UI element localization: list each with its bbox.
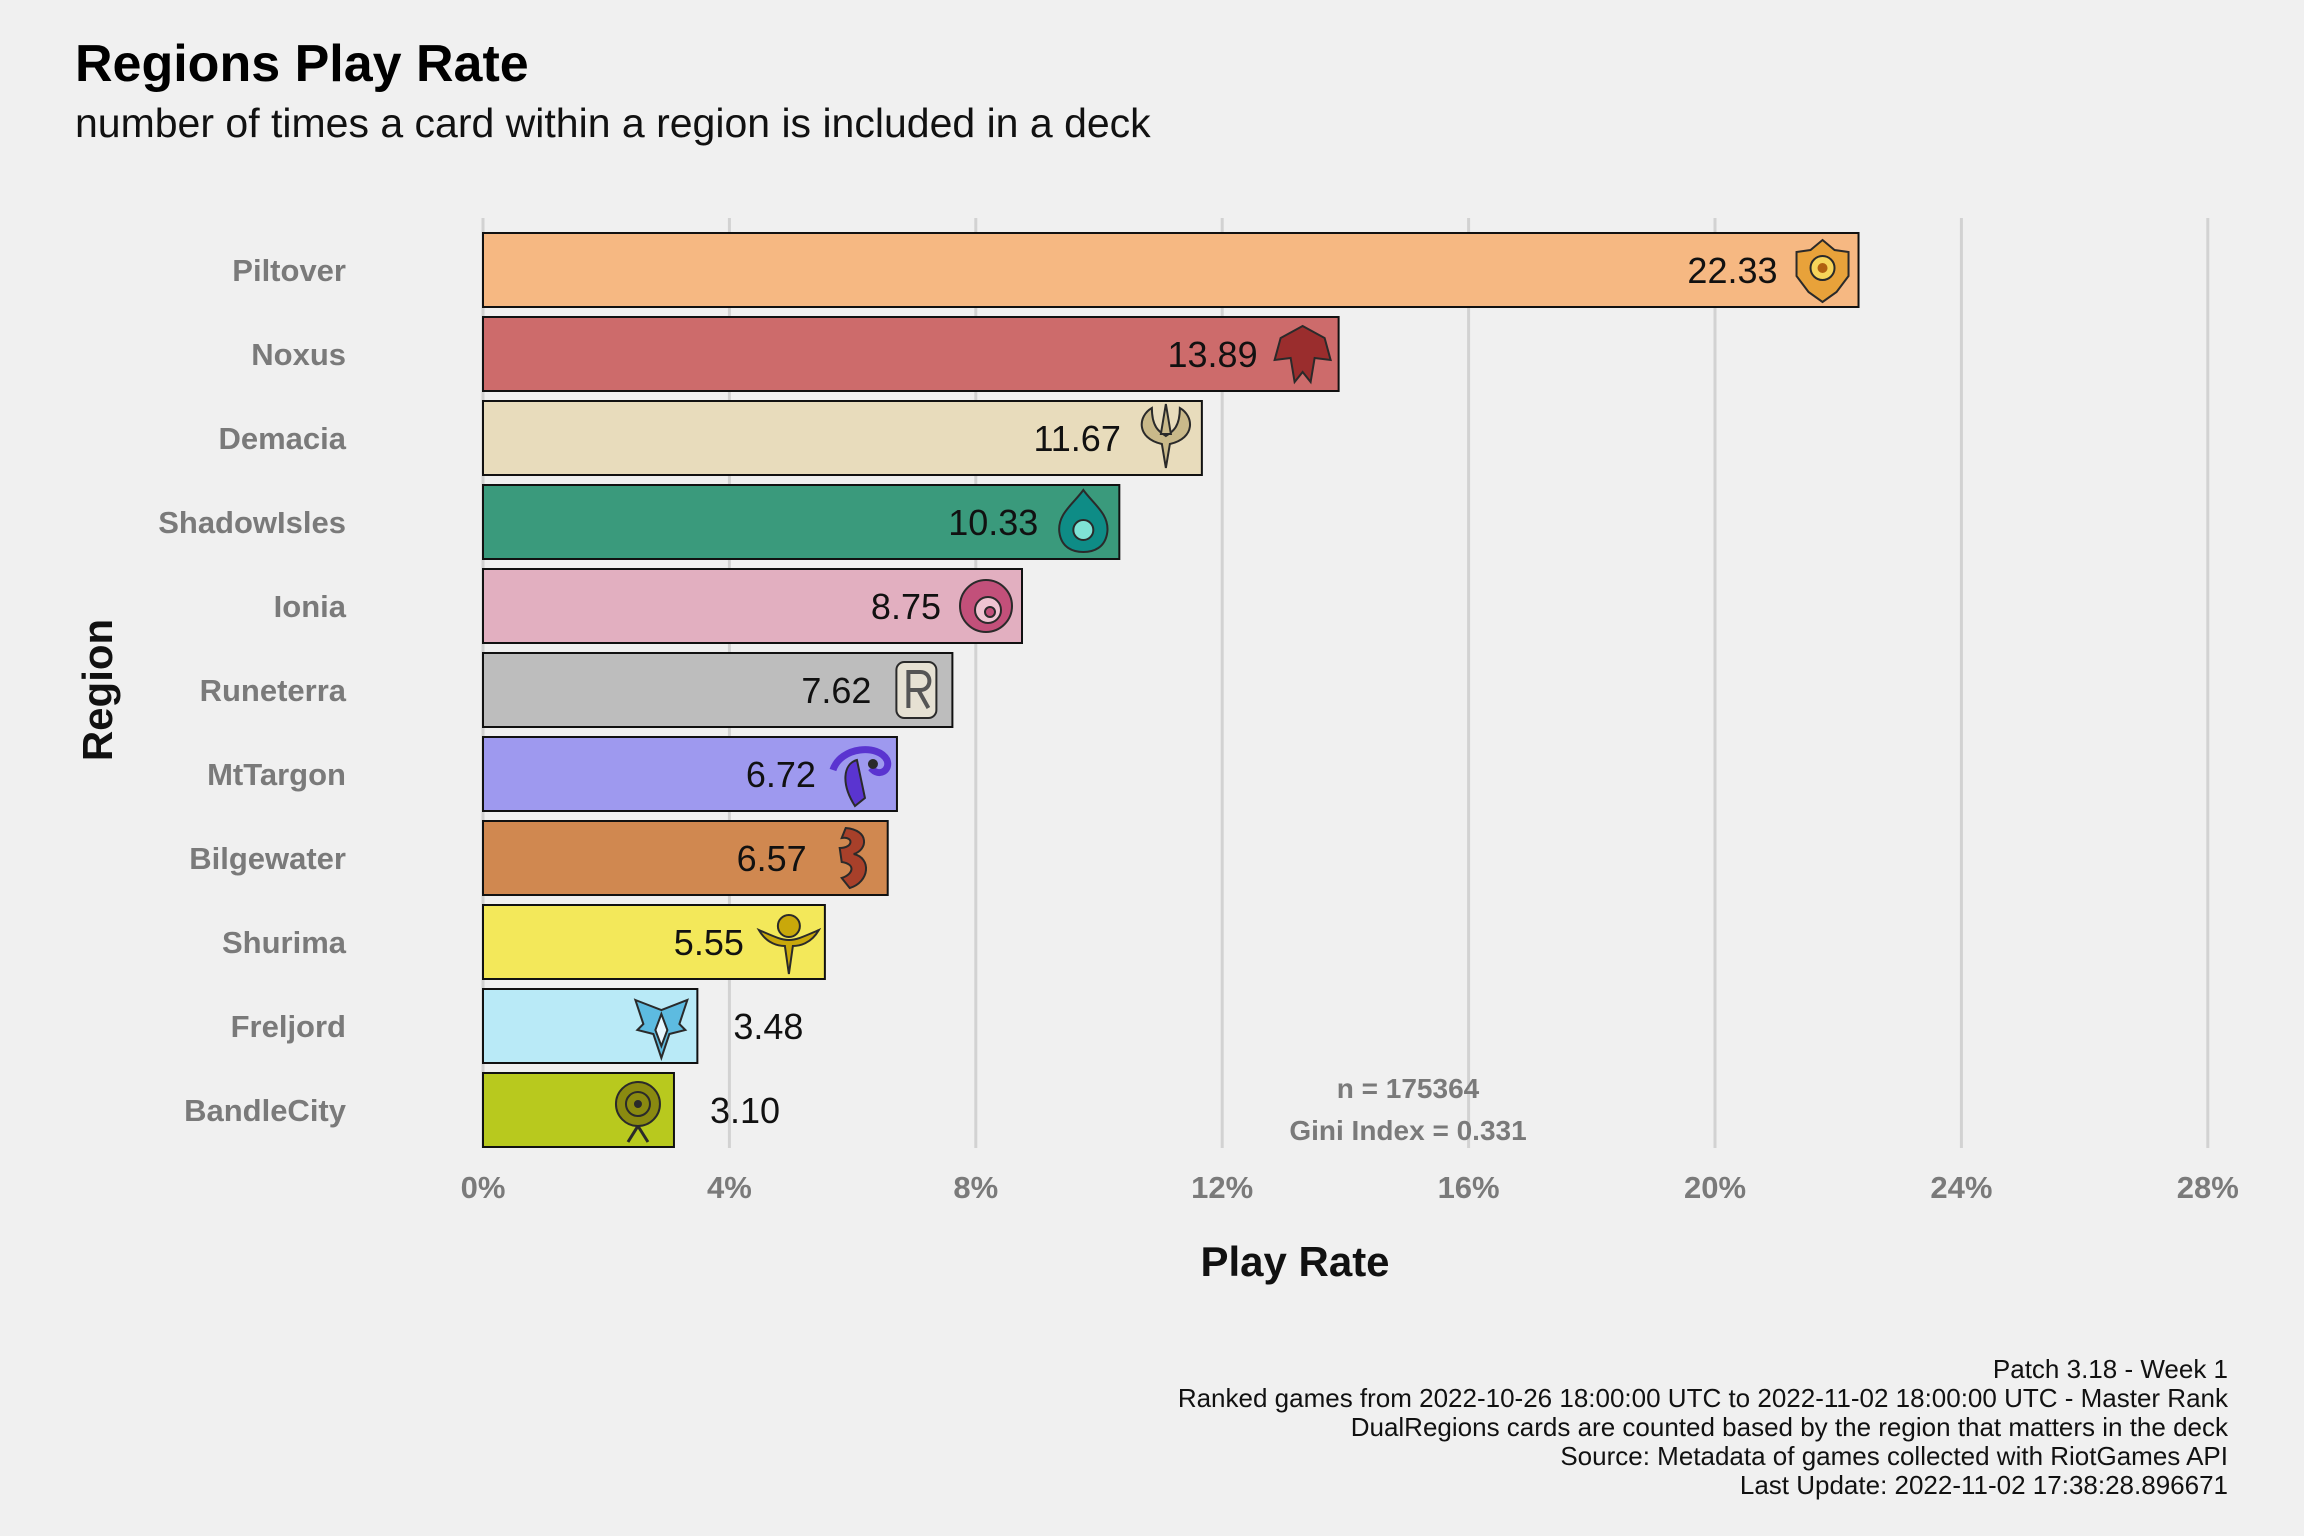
- bar-runeterra: [482, 652, 954, 728]
- x-tick-label: 24%: [1930, 1170, 1992, 1205]
- bar-piltover: [482, 232, 1860, 308]
- bar-ionia: [482, 568, 1023, 644]
- category-label-freljord: Freljord: [231, 1009, 346, 1044]
- mount-targon-emblem-icon: [829, 746, 892, 808]
- value-label-shurima: 5.55: [674, 922, 744, 963]
- y-axis-title: Region: [74, 619, 121, 761]
- noxus-emblem-icon: [1273, 324, 1332, 385]
- chart-subtitle: number of times a card within a region i…: [75, 100, 1151, 146]
- x-tick-label: 28%: [2177, 1170, 2239, 1205]
- chart-title: Regions Play Rate: [75, 35, 529, 93]
- value-label-bandlecity: 3.10: [710, 1090, 780, 1131]
- category-label-runeterra: Runeterra: [200, 673, 347, 708]
- ionia-emblem-icon: [959, 579, 1013, 633]
- freljord-emblem-icon: [633, 998, 689, 1062]
- category-label-piltover: Piltover: [232, 253, 346, 288]
- value-label-bilgewater: 6.57: [737, 838, 807, 879]
- value-label-shadowisles: 10.33: [948, 502, 1038, 543]
- caption-line: Source: Metadata of games collected with…: [1560, 1441, 2228, 1471]
- runeterra-emblem-icon: [895, 661, 938, 719]
- category-label-bilgewater: Bilgewater: [189, 841, 346, 876]
- value-label-ionia: 8.75: [871, 586, 941, 627]
- caption-line: Patch 3.18 - Week 1: [1992, 1354, 2228, 1384]
- bars-group: 22.33 13.89 11.67 10.33 8.75 7.62 6.72 6.57 5.55…: [482, 232, 1860, 1148]
- caption-line: Ranked games from 2022-10-26 18:00:00 UT…: [1177, 1383, 2228, 1413]
- caption-line: Last Update: 2022-11-02 17:38:28.896671: [1739, 1470, 2228, 1500]
- category-label-shadowisles: ShadowIsles: [158, 505, 346, 540]
- category-label-demacia: Demacia: [218, 421, 346, 456]
- shadow-isles-emblem-icon: [1058, 488, 1109, 554]
- category-label-mttargon: MtTargon: [207, 757, 346, 792]
- x-tick-label: 16%: [1438, 1170, 1500, 1205]
- category-label-noxus: Noxus: [251, 337, 346, 372]
- category-label-shurima: Shurima: [222, 925, 347, 960]
- chart-caption: Patch 3.18 - Week 1 Ranked games from 20…: [1178, 1355, 2228, 1500]
- x-tick-label: 8%: [953, 1170, 998, 1205]
- demacia-emblem-icon: [1140, 403, 1192, 469]
- bar-bilgewater: [482, 820, 889, 896]
- x-tick-label: 0%: [461, 1170, 506, 1205]
- value-label-demacia: 11.67: [1033, 418, 1120, 459]
- gridlines: [481, 218, 2210, 1148]
- value-label-freljord: 3.48: [733, 1006, 803, 1047]
- sample-size-annotation: n = 175364: [1337, 1073, 1480, 1104]
- piltover-emblem-icon: [1795, 238, 1850, 304]
- bandle-city-emblem-icon: [614, 1081, 661, 1143]
- y-axis-categories: Piltover Noxus Demacia ShadowIsles Ionia Rune…: [158, 253, 347, 1128]
- bar-shadowisles: [482, 484, 1121, 560]
- value-label-runeterra: 7.62: [801, 670, 871, 711]
- bar-demacia: [482, 400, 1203, 476]
- x-tick-label: 12%: [1191, 1170, 1253, 1205]
- x-axis-ticks: 0% 4% 8% 12% 16% 20% 24% 28%: [461, 1170, 2239, 1205]
- shurima-emblem-icon: [756, 914, 822, 975]
- gini-index-annotation: Gini Index = 0.331: [1289, 1115, 1526, 1146]
- caption-line: DualRegions cards are counted based by t…: [1350, 1412, 2228, 1442]
- value-label-noxus: 13.89: [1168, 334, 1258, 375]
- bar-mttargon: [482, 736, 898, 812]
- bilgewater-emblem-icon: [838, 826, 867, 890]
- value-label-piltover: 22.33: [1687, 250, 1777, 291]
- x-axis-title: Play Rate: [1200, 1238, 1389, 1285]
- bar-shurima: [482, 904, 826, 980]
- x-tick-label: 4%: [707, 1170, 752, 1205]
- category-label-bandlecity: BandleCity: [184, 1093, 347, 1128]
- category-label-ionia: Ionia: [274, 589, 347, 624]
- value-label-mttargon: 6.72: [746, 754, 816, 795]
- x-tick-label: 20%: [1684, 1170, 1746, 1205]
- bar-noxus: [482, 316, 1340, 392]
